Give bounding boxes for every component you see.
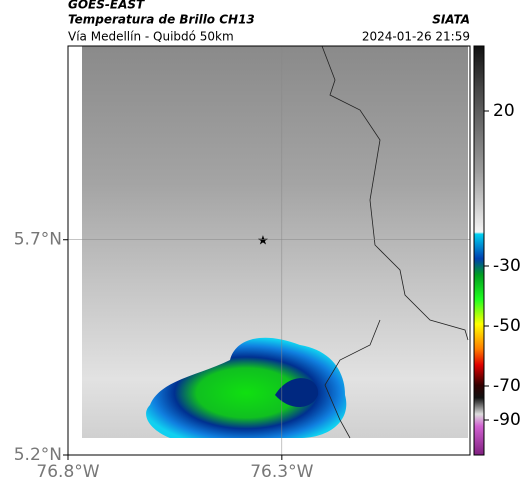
y-tick-label: 5.2°N: [14, 445, 62, 465]
colorbar-label: -30: [493, 256, 521, 276]
colorbar-label: -50: [493, 316, 521, 336]
cloud-core: [275, 378, 319, 408]
y-tick-label: 5.7°N: [14, 230, 62, 250]
colorbar-label: -90: [493, 410, 521, 430]
cold-cloud: [146, 337, 347, 438]
colorbar: [473, 45, 485, 456]
timestamp: 2024-01-26 21:59: [362, 30, 470, 44]
colorbar-label: -70: [493, 376, 521, 396]
border-line: [321, 45, 469, 439]
map-frame: [67, 45, 471, 456]
x-tick-label: 76.8°W: [36, 462, 99, 482]
title: Temperatura de Brillo CH13: [68, 13, 255, 27]
x-tick-label: 76.3°W: [250, 462, 313, 482]
source: GOES-EAST: [68, 0, 145, 12]
subtitle: Vía Medellín - Quibdó 50km: [68, 30, 234, 44]
location-marker: ★: [257, 234, 269, 249]
colorbar-label: 20: [493, 101, 515, 121]
org: SIATA: [432, 13, 470, 27]
